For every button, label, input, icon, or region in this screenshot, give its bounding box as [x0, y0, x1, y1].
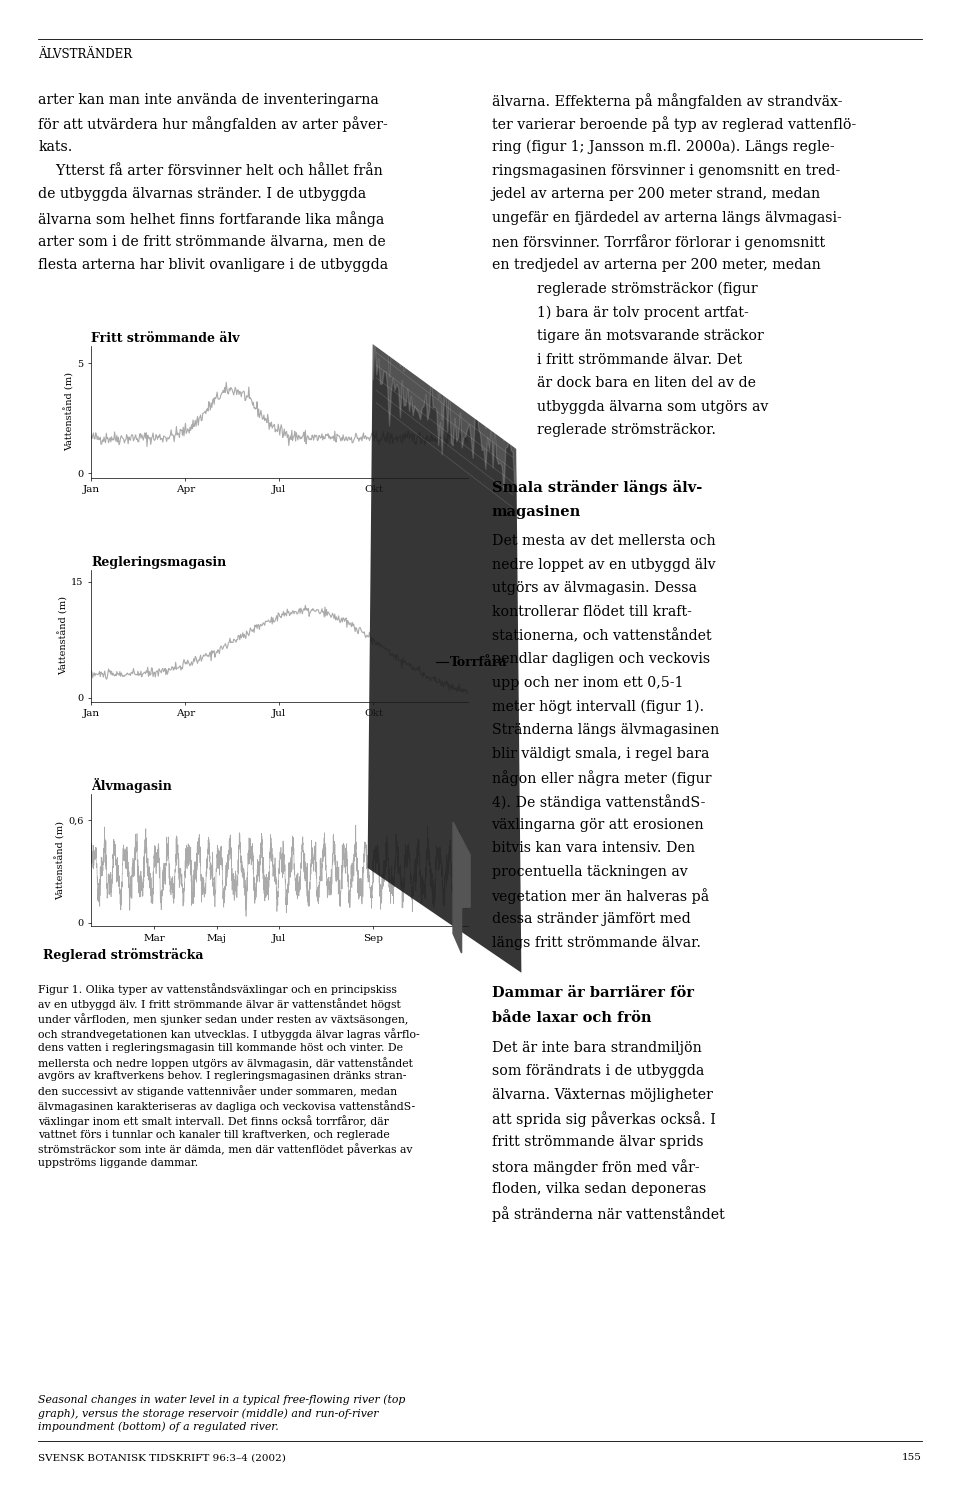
Text: älvarna. Växternas möjligheter: älvarna. Växternas möjligheter: [492, 1088, 712, 1102]
Text: stationerna, och vattenståndet: stationerna, och vattenståndet: [492, 629, 711, 643]
Text: 155: 155: [901, 1453, 922, 1462]
Text: bitvis kan vara intensiv. Den: bitvis kan vara intensiv. Den: [492, 842, 694, 855]
Text: ungefär en fjärdedel av arterna längs älvmagasi-: ungefär en fjärdedel av arterna längs äl…: [492, 211, 841, 224]
Text: arter kan man inte använda de inventeringarna: arter kan man inte använda de inventerin…: [38, 93, 379, 106]
Text: flesta arterna har blivit ovanligare i de utbyggda: flesta arterna har blivit ovanligare i d…: [38, 259, 389, 272]
Text: kontrollerar flödet till kraft-: kontrollerar flödet till kraft-: [492, 605, 691, 619]
Text: längs fritt strömmande älvar.: längs fritt strömmande älvar.: [492, 936, 701, 949]
Y-axis label: Vattenstånd (m): Vattenstånd (m): [59, 597, 68, 676]
Text: Stränderna längs älvmagasinen: Stränderna längs älvmagasinen: [492, 724, 719, 737]
Text: utbyggda älvarna som utgörs av: utbyggda älvarna som utgörs av: [492, 399, 768, 414]
Text: jedel av arterna per 200 meter strand, medan: jedel av arterna per 200 meter strand, m…: [492, 187, 821, 202]
Text: att sprida sig påverkas också. I: att sprida sig påverkas också. I: [492, 1111, 715, 1127]
Text: Det mesta av det mellersta och: Det mesta av det mellersta och: [492, 534, 715, 549]
Text: floden, vilka sedan deponeras: floden, vilka sedan deponeras: [492, 1183, 706, 1196]
Text: de utbyggda älvarnas stränder. I de utbyggda: de utbyggda älvarnas stränder. I de utby…: [38, 187, 367, 202]
Text: älvarna. Effekterna på mångfalden av strandväx-: älvarna. Effekterna på mångfalden av str…: [492, 93, 842, 109]
Text: ÄLVSTRÄNDER: ÄLVSTRÄNDER: [38, 48, 132, 61]
Text: arter som i de fritt strömmande älvarna, men de: arter som i de fritt strömmande älvarna,…: [38, 235, 386, 248]
Text: i fritt strömmande älvar. Det: i fritt strömmande älvar. Det: [492, 353, 742, 366]
Polygon shape: [453, 822, 470, 954]
Text: upp och ner inom ett 0,5-1: upp och ner inom ett 0,5-1: [492, 676, 683, 691]
Text: både laxar och frön: både laxar och frön: [492, 1011, 651, 1026]
Text: Fritt strömmande älv: Fritt strömmande älv: [91, 332, 240, 345]
Text: reglerade strömsträckor.: reglerade strömsträckor.: [492, 423, 715, 438]
Text: kats.: kats.: [38, 141, 73, 154]
Text: Dammar är barriärer för: Dammar är barriärer för: [492, 987, 693, 1000]
Text: Ytterst få arter försvinner helt och hållet från: Ytterst få arter försvinner helt och hål…: [38, 163, 383, 178]
Text: Seasonal changes in water level in a typical free-flowing river (top
graph), ver: Seasonal changes in water level in a typ…: [38, 1395, 406, 1432]
Text: älvarna som helhet finns fortfarande lika många: älvarna som helhet finns fortfarande lik…: [38, 211, 385, 227]
Text: Älvmagasin: Älvmagasin: [91, 779, 172, 794]
Text: Smala stränder längs älv-: Smala stränder längs älv-: [492, 480, 702, 495]
Text: på stränderna när vattenståndet: på stränderna när vattenståndet: [492, 1206, 724, 1221]
Y-axis label: Vattenstånd (m): Vattenstånd (m): [64, 372, 75, 451]
Text: som förändrats i de utbyggda: som förändrats i de utbyggda: [492, 1064, 704, 1078]
Text: tigare än motsvarande sträckor: tigare än motsvarande sträckor: [492, 329, 763, 342]
Text: utgörs av älvmagasin. Dessa: utgörs av älvmagasin. Dessa: [492, 582, 696, 595]
Text: vegetation mer än halveras på: vegetation mer än halveras på: [492, 888, 709, 904]
Text: för att utvärdera hur mångfalden av arter påver-: för att utvärdera hur mångfalden av arte…: [38, 117, 388, 132]
Text: magasinen: magasinen: [492, 505, 581, 519]
Text: ring (figur 1; Jansson m.fl. 2000a). Längs regle-: ring (figur 1; Jansson m.fl. 2000a). Län…: [492, 141, 834, 154]
Text: växlingarna gör att erosionen: växlingarna gör att erosionen: [492, 818, 704, 831]
Text: 1) bara är tolv procent artfat-: 1) bara är tolv procent artfat-: [492, 305, 748, 320]
Text: nen försvinner. Torrfåror förlorar i genomsnitt: nen försvinner. Torrfåror förlorar i gen…: [492, 235, 825, 250]
Text: SVENSK BOTANISK TIDSKRIFT 96:3–4 (2002): SVENSK BOTANISK TIDSKRIFT 96:3–4 (2002): [38, 1453, 286, 1462]
Text: Regleringsmagasin: Regleringsmagasin: [91, 556, 227, 570]
Text: Reglerad strömsträcka: Reglerad strömsträcka: [43, 948, 204, 963]
Polygon shape: [368, 344, 521, 973]
Text: reglerade strömsträckor (figur: reglerade strömsträckor (figur: [492, 281, 757, 296]
Text: fritt strömmande älvar sprids: fritt strömmande älvar sprids: [492, 1135, 703, 1150]
Text: pendlar dagligen och veckovis: pendlar dagligen och veckovis: [492, 652, 709, 667]
Text: 4). De ständiga vattenståndS-: 4). De ständiga vattenståndS-: [492, 794, 705, 810]
Text: stora mängder frön med vår-: stora mängder frön med vår-: [492, 1159, 699, 1175]
Text: blir väldigt smala, i regel bara: blir väldigt smala, i regel bara: [492, 748, 708, 761]
Text: Torrfåra: Torrfåra: [450, 656, 508, 668]
Text: är dock bara en liten del av de: är dock bara en liten del av de: [492, 377, 756, 390]
Text: meter högt intervall (figur 1).: meter högt intervall (figur 1).: [492, 700, 704, 715]
Text: nedre loppet av en utbyggd älv: nedre loppet av en utbyggd älv: [492, 558, 715, 573]
Text: Figur 1. Olika typer av vattenståndsväxlingar och en principskiss
av en utbyggd : Figur 1. Olika typer av vattenståndsväxl…: [38, 982, 420, 1168]
Text: någon eller några meter (figur: någon eller några meter (figur: [492, 770, 711, 786]
Y-axis label: Vattenstånd (m): Vattenstånd (m): [55, 821, 65, 900]
Text: Det är inte bara strandmiljön: Det är inte bara strandmiljön: [492, 1041, 701, 1054]
Text: dessa stränder jämfört med: dessa stränder jämfört med: [492, 912, 690, 927]
Text: ter varierar beroende på typ av reglerad vattenflö-: ter varierar beroende på typ av reglerad…: [492, 117, 855, 132]
Text: en tredjedel av arterna per 200 meter, medan: en tredjedel av arterna per 200 meter, m…: [492, 259, 820, 272]
Text: procentuella täckningen av: procentuella täckningen av: [492, 866, 687, 879]
Text: ringsmagasinen försvinner i genomsnitt en tred-: ringsmagasinen försvinner i genomsnitt e…: [492, 163, 840, 178]
